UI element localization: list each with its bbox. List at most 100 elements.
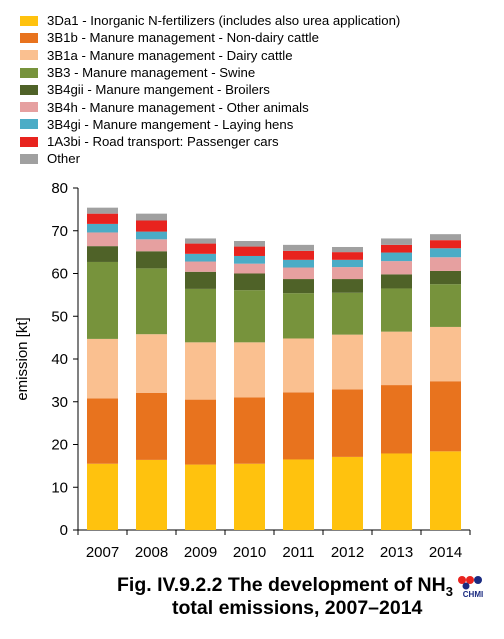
bar-segment — [430, 381, 461, 452]
bar-segment — [185, 342, 216, 400]
y-tick-label: 40 — [51, 351, 68, 368]
caption-line-2: total emissions, 2007–2014 — [172, 597, 423, 619]
bar-segment — [234, 246, 265, 256]
bar-segment — [185, 288, 216, 343]
bar-segment — [283, 244, 314, 251]
bar-segment — [136, 239, 167, 252]
x-tick-label: 2009 — [184, 544, 217, 561]
bar-segment — [185, 271, 216, 289]
bar-segment — [332, 334, 363, 390]
y-tick-label: 80 — [51, 180, 68, 197]
bar-segment — [87, 213, 118, 224]
bar-segment — [332, 456, 363, 530]
bar-segment — [185, 464, 216, 530]
bar-segment — [136, 251, 167, 269]
bar-segment — [283, 338, 314, 393]
bar-segment — [87, 223, 118, 233]
bar-segment — [430, 257, 461, 271]
x-tick-label: 2008 — [135, 544, 168, 561]
x-tick-label: 2010 — [233, 544, 266, 561]
bar-segment — [136, 231, 167, 240]
bar-segment — [381, 331, 412, 386]
x-tick-label: 2013 — [380, 544, 413, 561]
y-tick-label: 60 — [51, 266, 68, 283]
bar-segment — [332, 279, 363, 293]
logo-mark-icon — [458, 576, 482, 590]
bar-segment — [87, 261, 118, 339]
bar-segment — [430, 270, 461, 285]
legend-label: Other — [47, 151, 80, 167]
bar-segment — [430, 451, 461, 530]
legend-item: 3Da1 - Inorganic N-fertilizers (includes… — [20, 12, 400, 29]
legend-label: 3B4gii - Manure mangement - Broilers — [47, 82, 270, 98]
legend-swatch — [20, 102, 38, 113]
bar-segment — [234, 273, 265, 291]
bar-segment — [381, 453, 412, 530]
bar-segment — [87, 338, 118, 399]
bar-segment — [381, 238, 412, 245]
legend-label: 1A3bi - Road transport: Passenger cars — [47, 134, 279, 150]
bar-segment — [430, 240, 461, 249]
bar-segment — [136, 392, 167, 460]
bar-segment — [332, 292, 363, 335]
legend-item: 3B3 - Manure management - Swine — [20, 64, 400, 81]
bar-segment — [381, 385, 412, 454]
y-tick-label: 0 — [60, 522, 68, 539]
bar-segment — [283, 392, 314, 460]
legend-label: 3B3 - Manure management - Swine — [47, 64, 256, 80]
legend-label: 3B1b - Manure management - Non-dairy cat… — [47, 30, 319, 46]
legend-swatch — [20, 84, 38, 95]
bar-segment — [381, 288, 412, 332]
legend-label: 3B4h - Manure management - Other animals — [47, 99, 309, 115]
bar-segment — [87, 232, 118, 247]
legend-swatch — [20, 119, 38, 130]
y-axis-title: emission [kt] — [14, 317, 31, 400]
bar-segment — [234, 463, 265, 530]
bar-segment — [136, 220, 167, 232]
chmi-logo: CHMI — [454, 575, 492, 603]
legend-swatch — [20, 50, 38, 61]
legend-item: 3B1b - Manure management - Non-dairy cat… — [20, 29, 400, 46]
bar-segment — [185, 399, 216, 465]
legend-swatch — [20, 15, 38, 26]
bar-segment — [136, 334, 167, 393]
caption-line-1-text: Fig. IV.9.2.2 The development of NH — [117, 574, 446, 596]
bar-segment — [234, 397, 265, 464]
bar-segment — [136, 268, 167, 335]
bar-segment — [381, 261, 412, 275]
x-tick-label: 2012 — [331, 544, 364, 561]
legend-label: 3B4gi - Manure mangement - Laying hens — [47, 116, 294, 132]
bar-segment — [430, 284, 461, 327]
bar-segment — [430, 326, 461, 382]
bar-segment — [234, 342, 265, 398]
legend-swatch — [20, 67, 38, 78]
bar-segment — [283, 279, 314, 294]
bar-segment — [332, 267, 363, 280]
bar-segment — [332, 259, 363, 268]
bar-segment — [136, 459, 167, 530]
bar-segment — [283, 293, 314, 339]
legend-item: 3B4gii - Manure mangement - Broilers — [20, 81, 400, 98]
bar-segment — [185, 253, 216, 262]
legend-item: 1A3bi - Road transport: Passenger cars — [20, 133, 400, 150]
y-tick-label: 50 — [51, 308, 68, 325]
caption-line-1: Fig. IV.9.2.2 The development of NH3 — [117, 574, 453, 599]
bar-segment — [430, 248, 461, 258]
bar-segment — [332, 246, 363, 253]
bar-segment — [332, 252, 363, 260]
legend-swatch — [20, 154, 38, 165]
y-tick-label: 20 — [51, 437, 68, 454]
x-tick-label: 2014 — [429, 544, 462, 561]
bar-segment — [283, 459, 314, 530]
bar-segment — [234, 290, 265, 343]
legend-label: 3Da1 - Inorganic N-fertilizers (includes… — [47, 13, 401, 29]
bar-segment — [234, 255, 265, 264]
bar-segment — [185, 238, 216, 244]
bar-segment — [283, 267, 314, 280]
legend-swatch — [20, 136, 38, 147]
bar-segment — [87, 398, 118, 464]
y-tick-label: 70 — [51, 223, 68, 240]
bar-segment — [234, 263, 265, 274]
legend-label: 3B1a - Manure management - Dairy cattle — [47, 47, 293, 63]
chart-legend: 3Da1 - Inorganic N-fertilizers (includes… — [20, 12, 400, 168]
